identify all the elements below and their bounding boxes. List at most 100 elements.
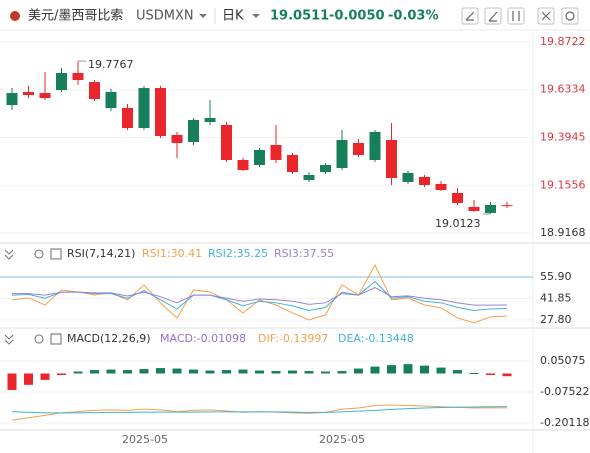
candle-body bbox=[270, 144, 282, 160]
macd-bar bbox=[106, 369, 116, 374]
price-change-pct: -0.03% bbox=[388, 9, 439, 24]
macd-bar bbox=[255, 370, 264, 374]
indicator-line bbox=[11, 263, 508, 324]
macd-bar bbox=[304, 371, 314, 374]
candle-body bbox=[254, 149, 265, 165]
indicator-title: RSI(7,14,21) bbox=[67, 247, 135, 260]
legend-entry: RSI2:35.25 bbox=[208, 247, 268, 260]
y-tick-label: 19.8722 bbox=[540, 35, 586, 48]
macd-bar bbox=[222, 370, 231, 374]
y-tick-label: 19.1556 bbox=[540, 178, 586, 191]
macd-bar bbox=[387, 365, 396, 374]
candle-body bbox=[39, 93, 51, 99]
indicator-button[interactable] bbox=[461, 7, 479, 25]
candle-body bbox=[138, 88, 150, 129]
candle-body bbox=[402, 172, 414, 182]
y-tick-label: -0.07522 bbox=[540, 385, 589, 398]
candle-body bbox=[6, 93, 18, 106]
y-tick-label: 27.80 bbox=[540, 313, 572, 326]
macd-bar bbox=[354, 368, 363, 374]
draw-button[interactable] bbox=[484, 7, 502, 25]
macd-bar bbox=[271, 371, 281, 374]
macd-bar bbox=[453, 370, 462, 374]
candle-body bbox=[386, 139, 397, 178]
x-tick-label: 2025-05 bbox=[319, 433, 365, 446]
candle-body bbox=[171, 135, 183, 143]
macd-bar bbox=[90, 370, 99, 374]
candle-body bbox=[303, 174, 315, 180]
candle-body bbox=[501, 205, 513, 207]
candle-body bbox=[419, 176, 430, 185]
draw-icon bbox=[488, 11, 498, 22]
low-label: 19.0123 bbox=[435, 217, 481, 230]
candle-body bbox=[155, 88, 166, 137]
candle-type-button[interactable] bbox=[507, 7, 525, 25]
y-tick-label: 18.9168 bbox=[540, 226, 586, 239]
macd-bar bbox=[73, 371, 83, 374]
price-change: -0.0050 bbox=[329, 9, 385, 24]
close-icon[interactable] bbox=[50, 333, 62, 345]
collapse-icon[interactable] bbox=[4, 334, 14, 345]
candle-body bbox=[105, 92, 117, 109]
candle-body bbox=[89, 82, 100, 100]
x-tick-label: 2025-05 bbox=[122, 433, 168, 446]
y-tick-label: -0.20118 bbox=[540, 416, 589, 429]
candle-body bbox=[122, 108, 133, 129]
candle-body bbox=[221, 125, 232, 160]
macd-bar bbox=[420, 365, 429, 374]
dropdown-arrow[interactable] bbox=[252, 14, 260, 18]
macd-bar bbox=[403, 364, 413, 374]
fullscreen-button[interactable] bbox=[537, 7, 555, 25]
instrument-name[interactable]: 美元/墨西哥比索 bbox=[28, 9, 123, 24]
macd-bar bbox=[502, 373, 512, 377]
symbol[interactable]: USDMXN bbox=[136, 9, 194, 24]
toolbar: 美元/墨西哥比索 USDMXN 日K 19.0511 -0.0050 -0.03… bbox=[10, 7, 579, 25]
macd-bar bbox=[156, 368, 165, 374]
y-tick-label: 55.90 bbox=[540, 270, 572, 283]
flag-icon bbox=[10, 11, 20, 21]
legend-entry: DEA:-0.13448 bbox=[338, 332, 414, 345]
candle-body bbox=[369, 132, 381, 160]
macd-bar bbox=[288, 370, 297, 374]
candle-body bbox=[435, 183, 447, 190]
indicator-line bbox=[12, 286, 508, 306]
macd-bar bbox=[370, 366, 380, 374]
indicator-line bbox=[11, 406, 508, 414]
draw-icon bbox=[465, 11, 475, 21]
candle-body bbox=[468, 206, 480, 211]
legend-entry: RSI3:37.55 bbox=[274, 247, 334, 260]
candle-body bbox=[452, 192, 463, 203]
macd-bar bbox=[40, 373, 50, 380]
macd-bar bbox=[205, 370, 215, 374]
period[interactable]: 日K bbox=[222, 9, 244, 24]
candle-body bbox=[72, 73, 84, 81]
legend-entry: DIF:-0.13997 bbox=[258, 332, 328, 345]
candle-body bbox=[485, 204, 496, 213]
candle-body bbox=[287, 154, 298, 172]
macd-bar bbox=[337, 371, 347, 374]
macd-bar bbox=[238, 369, 248, 374]
macd-bar bbox=[172, 368, 182, 374]
high-label: 19.7767 bbox=[88, 58, 134, 71]
indicator-title: MACD(12,26,9) bbox=[67, 332, 151, 345]
macd-bar bbox=[24, 373, 33, 385]
dropdown-arrow[interactable] bbox=[199, 14, 207, 18]
candle-body bbox=[237, 159, 249, 170]
macd-bar bbox=[7, 373, 17, 390]
candle-body bbox=[56, 73, 67, 91]
macd-bar bbox=[469, 372, 479, 374]
settings-button[interactable] bbox=[561, 7, 579, 25]
macd-bar bbox=[321, 371, 330, 374]
macd-bar bbox=[189, 369, 198, 374]
close-icon[interactable] bbox=[50, 248, 62, 260]
macd-bar bbox=[139, 369, 149, 374]
candle-body bbox=[336, 139, 348, 168]
y-tick-label: 19.3945 bbox=[540, 131, 586, 144]
settings-icon[interactable] bbox=[34, 249, 44, 259]
collapse-icon[interactable] bbox=[4, 249, 14, 260]
settings-icon bbox=[565, 11, 575, 21]
macd-bar bbox=[486, 373, 495, 375]
settings-icon[interactable] bbox=[34, 334, 44, 344]
